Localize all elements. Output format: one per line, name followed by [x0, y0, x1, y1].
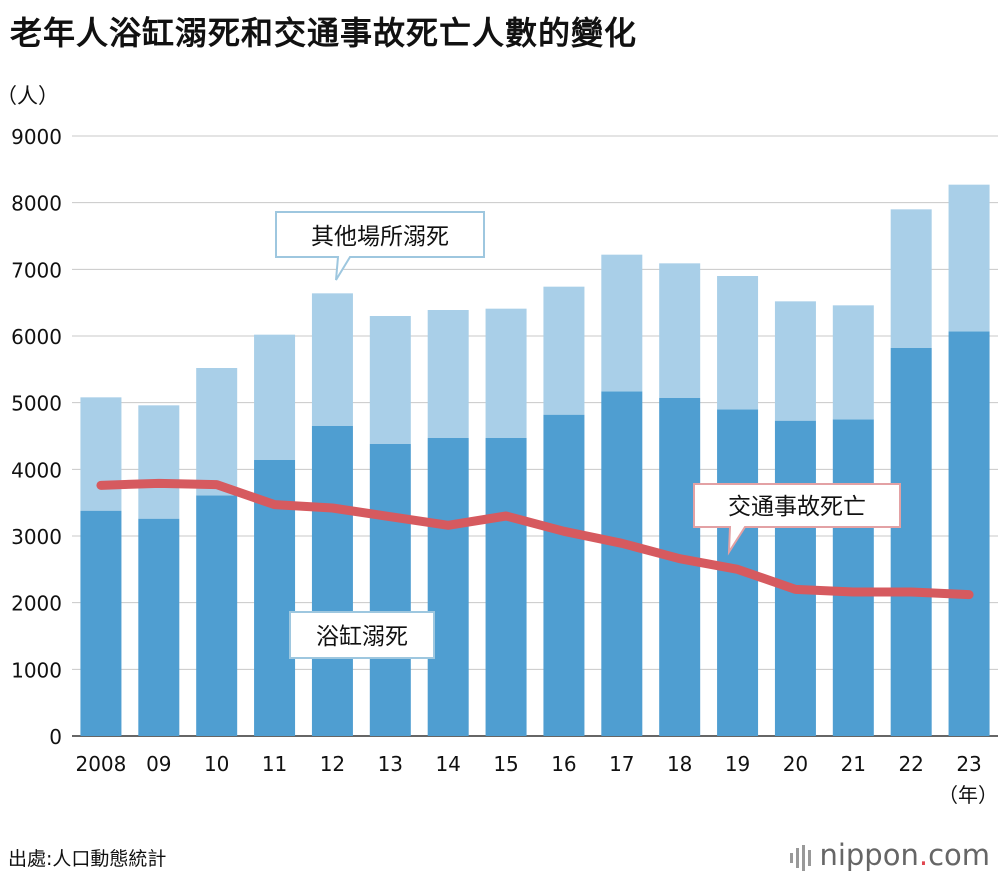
bar-bath-14: [427, 438, 469, 736]
x-tick-label: 12: [320, 752, 345, 776]
y-tick-label: 0: [49, 725, 62, 749]
chart-title: 老年人浴缸溺死和交通事故死亡人數的變化: [10, 14, 638, 52]
x-tick-labels: 2008 09 10 11 12 13 14 15 16 17 18 19 20 21 22 23: [75, 752, 981, 776]
bar-bath-13: [369, 444, 411, 736]
brand-suffix: com: [928, 838, 990, 872]
brand-dot: .: [918, 838, 929, 872]
x-tick-label: 18: [667, 752, 692, 776]
bar-bath-18: [659, 398, 701, 736]
bar-other-17: [601, 254, 643, 392]
y-tick-label: 4000: [11, 458, 62, 482]
callout-traffic-label: 交通事故死亡: [728, 494, 866, 520]
x-tick-label: 13: [378, 752, 403, 776]
bar-other-18: [659, 263, 701, 398]
bar-bath-21: [832, 419, 874, 736]
bar-bath-17: [601, 391, 643, 736]
callout-bath: 浴缸溺死: [289, 611, 435, 659]
bar-bath-15: [485, 438, 527, 736]
bar-other-20: [774, 301, 816, 421]
bar-bath-12: [311, 426, 353, 736]
x-tick-label: 09: [146, 752, 171, 776]
bar-other-23: [948, 184, 990, 332]
bar-bath-10: [196, 495, 238, 736]
y-tick-label: 7000: [11, 258, 62, 282]
x-tick-label: 2008: [75, 752, 126, 776]
bar-other-19: [717, 276, 759, 410]
y-tick-labels: 0 1000 2000 3000 4000 5000 6000 7000 8000 9000: [11, 125, 62, 749]
bar-other-15: [485, 308, 527, 438]
bar-bath-23: [948, 331, 990, 736]
y-tick-label: 1000: [11, 658, 62, 682]
bar-bath-16: [543, 414, 585, 736]
x-tick-label: 11: [262, 752, 287, 776]
bars: [80, 184, 990, 736]
y-tick-label: 6000: [11, 325, 62, 349]
x-axis-unit: （年）: [938, 783, 998, 807]
x-tick-label: 14: [435, 752, 460, 776]
bar-other-21: [832, 305, 874, 420]
brand-name: nippon: [819, 838, 919, 872]
bar-bath-22: [890, 348, 932, 736]
x-tick-label: 17: [609, 752, 634, 776]
source-note: 出處:人口動態統計: [8, 848, 167, 870]
brand-logo: nippon.com: [789, 838, 990, 872]
callout-other: 其他場所溺死: [275, 211, 485, 281]
y-tick-label: 8000: [11, 192, 62, 216]
bar-other-12: [311, 293, 353, 426]
x-tick-label: 19: [725, 752, 750, 776]
y-axis-unit: （人）: [0, 84, 59, 108]
bar-bath-09: [138, 518, 180, 736]
y-tick-label: 5000: [11, 392, 62, 416]
x-tick-label: 23: [956, 752, 981, 776]
y-tick-label: 2000: [11, 592, 62, 616]
bar-other-14: [427, 310, 469, 438]
bar-other-10: [196, 368, 238, 496]
traffic-line-path: [96, 478, 974, 600]
y-tick-label: 3000: [11, 525, 62, 549]
bar-other-09: [138, 405, 180, 519]
callout-other-label: 其他場所溺死: [311, 224, 449, 250]
brand-mark-icon: [790, 845, 812, 871]
callout-bath-box: [289, 611, 435, 659]
traffic-line: [96, 478, 974, 600]
callout-traffic-box: [693, 483, 901, 556]
x-tick-label: 22: [898, 752, 923, 776]
x-tick-label: 20: [783, 752, 808, 776]
bar-bath-20: [774, 420, 816, 736]
bar-other-2008: [80, 397, 122, 511]
x-tick-label: 21: [841, 752, 866, 776]
y-tick-label: 9000: [11, 125, 62, 149]
bar-other-11: [254, 334, 296, 460]
x-tick-label: 15: [493, 752, 518, 776]
bar-bath-2008: [80, 510, 122, 736]
x-tick-label: 16: [551, 752, 576, 776]
bar-other-22: [890, 209, 932, 348]
x-tick-label: 10: [204, 752, 229, 776]
callout-other-box: [275, 211, 485, 281]
callout-bath-label: 浴缸溺死: [316, 624, 408, 650]
bar-other-13: [369, 316, 411, 444]
bar-other-16: [543, 286, 585, 415]
callout-traffic: 交通事故死亡: [693, 483, 901, 556]
